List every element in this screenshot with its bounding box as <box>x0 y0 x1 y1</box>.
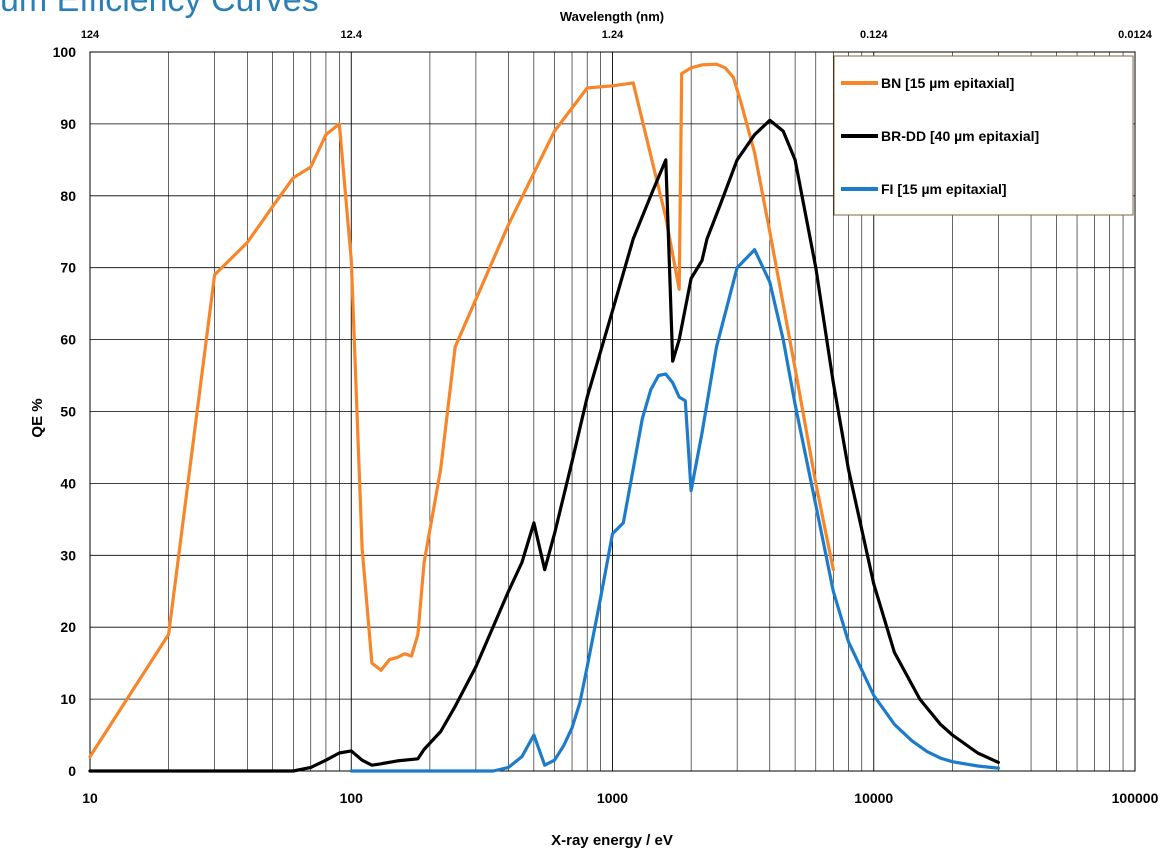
wavelength-tick-label: 0.124 <box>860 29 888 41</box>
x-tick-label: 100 <box>340 790 364 806</box>
wavelength-axis-label: Wavelength (nm) <box>560 9 664 24</box>
y-tick-label: 0 <box>68 763 76 779</box>
y-tick-label: 80 <box>60 188 76 204</box>
tick-labels: 0 10 20 30 40 50 60 70 80 90 100 10 100 1000 10000 1000… <box>53 29 1159 806</box>
y-tick-label: 70 <box>60 260 76 276</box>
plot-area-border <box>89 51 1136 772</box>
x-tick-label: 1000 <box>597 790 628 806</box>
legend: BN [15 µm epitaxial] BR-DD [40 µm epitaxi… <box>833 55 1134 216</box>
y-tick-label: 100 <box>53 44 77 60</box>
y-tick-label: 30 <box>60 547 76 563</box>
plot-frame <box>89 51 1136 772</box>
series-line-2 <box>88 118 1001 773</box>
y-tick-label: 90 <box>60 116 76 132</box>
wavelength-tick-label: 124 <box>81 29 100 41</box>
y-tick-label: 20 <box>60 619 76 635</box>
series-line-3 <box>349 248 1001 773</box>
x-tick-label: 100000 <box>1112 790 1159 806</box>
y-tick-label: 10 <box>60 691 76 707</box>
series-line-1 <box>88 62 835 759</box>
wavelength-tick-label: 12.4 <box>341 29 363 41</box>
legend-box <box>833 55 1134 216</box>
legend-label-1: BN [15 µm epitaxial] <box>881 75 1014 91</box>
y-tick-label: 40 <box>60 475 76 491</box>
x-tick-label: 10 <box>82 790 98 806</box>
y-tick-label: 50 <box>60 404 76 420</box>
x-tick-label: 10000 <box>854 790 893 806</box>
page-title: um Efficiency Curves <box>0 0 319 19</box>
axis-labels: X-ray energy / eV Wavelength (nm) QE % <box>29 9 673 849</box>
y-tick-label: 60 <box>60 332 76 348</box>
series-lines <box>88 62 1001 773</box>
legend-label-3: FI [15 µm epitaxial] <box>881 181 1007 197</box>
y-axis-label: QE % <box>29 398 46 437</box>
legend-label-2: BR-DD [40 µm epitaxial] <box>881 128 1039 144</box>
wavelength-tick-label: 1.24 <box>602 29 624 41</box>
x-axis-label: X-ray energy / eV <box>551 832 673 849</box>
wavelength-tick-label: 0.0124 <box>1118 29 1153 41</box>
